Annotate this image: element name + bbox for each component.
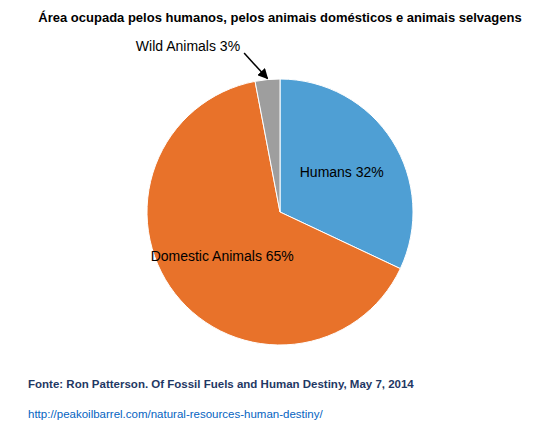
title: Área ocupada pelos humanos, pelos animai… bbox=[38, 10, 521, 25]
slice-label: Domestic Animals 65% bbox=[151, 248, 294, 264]
slice bbox=[255, 79, 280, 212]
slice-label: Wild Animals 3% bbox=[136, 38, 240, 54]
chart: Área ocupada pelos humanos, pelos animai… bbox=[0, 0, 560, 437]
labels: Humans 32% Domestic Animals 65% Wild Anima… bbox=[136, 38, 384, 264]
footer-text: http://peakoilbarrel.com/natural-resourc… bbox=[28, 408, 323, 420]
footer-text: Fonte: Ron Patterson. Of Fossil Fuels an… bbox=[28, 378, 414, 390]
slice-label: Humans 32% bbox=[300, 164, 384, 180]
pie bbox=[147, 79, 413, 345]
annotation-arrow bbox=[244, 53, 267, 79]
